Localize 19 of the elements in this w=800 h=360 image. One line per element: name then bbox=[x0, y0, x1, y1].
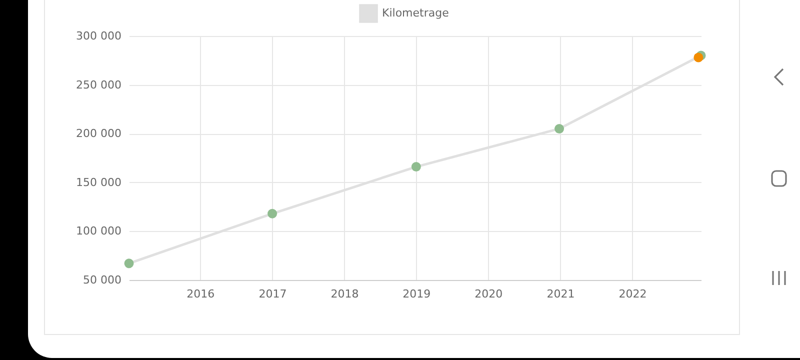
y-tick-label: 200 000 bbox=[76, 127, 122, 140]
x-tick-label: 2019 bbox=[402, 288, 431, 300]
x-tick-label: 2022 bbox=[618, 288, 647, 300]
x-tick-label: 2020 bbox=[474, 288, 503, 300]
point bbox=[124, 258, 134, 268]
point bbox=[694, 52, 704, 62]
y-tick-label: 100 000 bbox=[76, 224, 122, 238]
x-tick-label: 2021 bbox=[546, 288, 575, 300]
y-tick-label: 250 000 bbox=[76, 78, 122, 92]
point bbox=[554, 124, 564, 134]
x-tick-label: 2016 bbox=[186, 288, 215, 300]
point bbox=[268, 208, 278, 218]
point bbox=[411, 162, 421, 172]
x-tick-label: 2018 bbox=[330, 288, 359, 300]
legend-label: Kilometrage bbox=[382, 6, 450, 20]
x-tick-label: 2017 bbox=[258, 288, 287, 300]
y-tick-label: 300 000 bbox=[76, 30, 122, 42]
y-tick-label: 50 000 bbox=[83, 274, 122, 286]
y-tick-label: 150 000 bbox=[76, 176, 122, 189]
